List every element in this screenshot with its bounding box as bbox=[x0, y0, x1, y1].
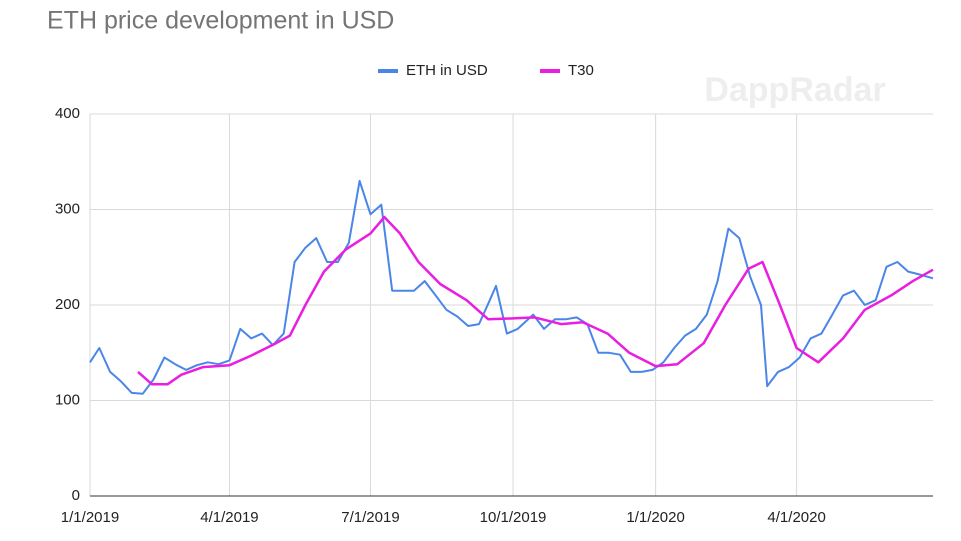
x-tick-label: 10/1/2019 bbox=[480, 509, 547, 526]
y-tick-label: 400 bbox=[55, 105, 80, 122]
chart-title: ETH price development in USD bbox=[47, 7, 394, 35]
series-line bbox=[137, 215, 934, 386]
legend-label: T30 bbox=[568, 62, 594, 79]
y-tick-label: 300 bbox=[55, 200, 80, 217]
x-tick-label: 4/1/2019 bbox=[200, 509, 258, 526]
x-tick-label: 1/1/2020 bbox=[626, 509, 684, 526]
x-tick-label: 4/1/2020 bbox=[767, 509, 825, 526]
x-tick-label: 7/1/2019 bbox=[341, 509, 399, 526]
y-tick-label: 200 bbox=[55, 296, 80, 313]
watermark: DappRadar bbox=[704, 71, 885, 109]
legend-label: ETH in USD bbox=[406, 62, 488, 79]
y-tick-label: 0 bbox=[72, 487, 80, 504]
series-line bbox=[89, 179, 934, 395]
x-tick-label: 1/1/2019 bbox=[61, 509, 119, 526]
y-tick-label: 100 bbox=[55, 391, 80, 408]
